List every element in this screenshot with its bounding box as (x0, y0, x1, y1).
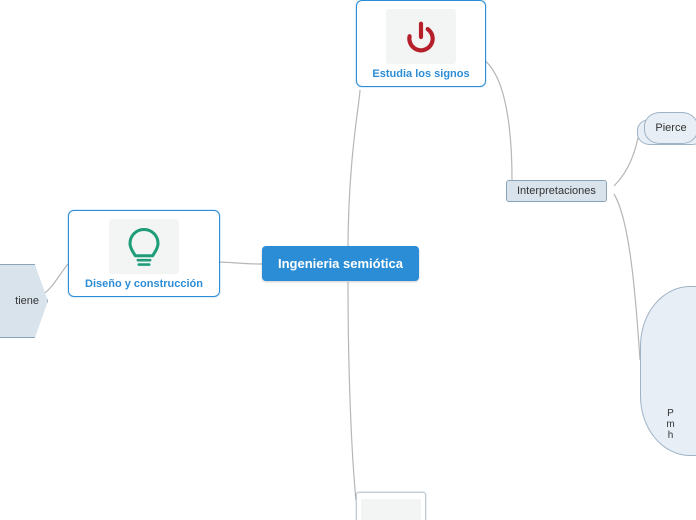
node-interpretaciones-label: Interpretaciones (517, 185, 596, 197)
node-estudia-los-signos[interactable]: Estudia los signos (356, 0, 486, 87)
placeholder-icon (361, 499, 421, 520)
node-left-tag-label: tiene (15, 295, 39, 307)
node-diseno-label: Diseño y construcción (79, 278, 209, 290)
cloud-line-2: m (647, 419, 694, 430)
node-interpretaciones[interactable]: Interpretaciones (506, 180, 607, 202)
cloud-line-3: h (647, 430, 694, 441)
node-estudia-label: Estudia los signos (367, 68, 475, 80)
mindmap-canvas: Ingenieria semiótica Estudia los signos … (0, 0, 696, 520)
node-pierce-label: Pierce (655, 122, 686, 134)
node-diseno-y-construccion[interactable]: Diseño y construcción (68, 210, 220, 297)
node-large-cloud[interactable]: P m h (640, 286, 696, 456)
cloud-line-1: P (647, 408, 694, 419)
central-node-label: Ingenieria semiótica (278, 256, 403, 271)
lightbulb-icon (109, 219, 179, 274)
central-node[interactable]: Ingenieria semiótica (262, 246, 419, 281)
power-icon (386, 9, 456, 64)
node-bottom-emerging[interactable] (356, 492, 426, 520)
node-left-tag[interactable]: tiene (0, 264, 48, 338)
node-pierce[interactable]: Pierce (644, 112, 696, 144)
